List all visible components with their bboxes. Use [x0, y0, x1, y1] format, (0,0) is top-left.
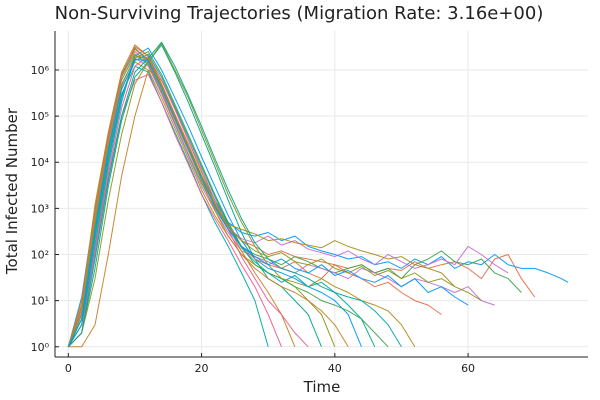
trajectory-line-17 [67, 55, 309, 348]
trajectory-line-19 [67, 41, 376, 348]
x-axis-label: Time [303, 378, 341, 396]
trajectory-line-21 [67, 58, 469, 348]
axes [54, 31, 588, 358]
trajectory-line-11 [67, 47, 362, 348]
trajectory-line-4 [67, 57, 495, 347]
y-tick-label: 10² [31, 249, 49, 262]
y-tick-label: 10¹ [31, 295, 49, 308]
y-tick-label: 10⁴ [31, 156, 50, 169]
trajectory-line-9 [67, 44, 322, 348]
chart-title: Non-Surviving Trajectories (Migration Ra… [55, 3, 544, 24]
trajectory-line-15 [67, 48, 456, 347]
trajectory-line-16 [67, 53, 402, 348]
x-tick-label: 40 [328, 362, 342, 375]
series-lines [67, 41, 569, 348]
x-tick-label: 60 [461, 362, 475, 375]
tick-labels: 0 20 40 60 10⁰ 10¹ 10² 10³ 10⁴ 10⁵ 10⁶ [31, 64, 475, 375]
y-tick-label: 10³ [31, 202, 49, 215]
x-tick-label: 0 [65, 362, 72, 375]
trajectory-line-3 [67, 53, 522, 347]
y-tick-label: 10⁶ [31, 64, 50, 77]
y-tick-label: 10⁵ [31, 110, 49, 123]
trajectory-line-14 [67, 48, 509, 347]
trajectory-line-18 [67, 44, 349, 348]
x-tick-label: 20 [195, 362, 209, 375]
y-axis-label: Total Infected Number [3, 107, 21, 275]
trajectory-line-2 [67, 51, 536, 347]
trajectory-line-1 [67, 47, 569, 347]
y-tick-label: 10⁰ [31, 341, 50, 354]
trajectory-line-20 [67, 55, 482, 347]
trajectory-line-7 [67, 74, 282, 348]
